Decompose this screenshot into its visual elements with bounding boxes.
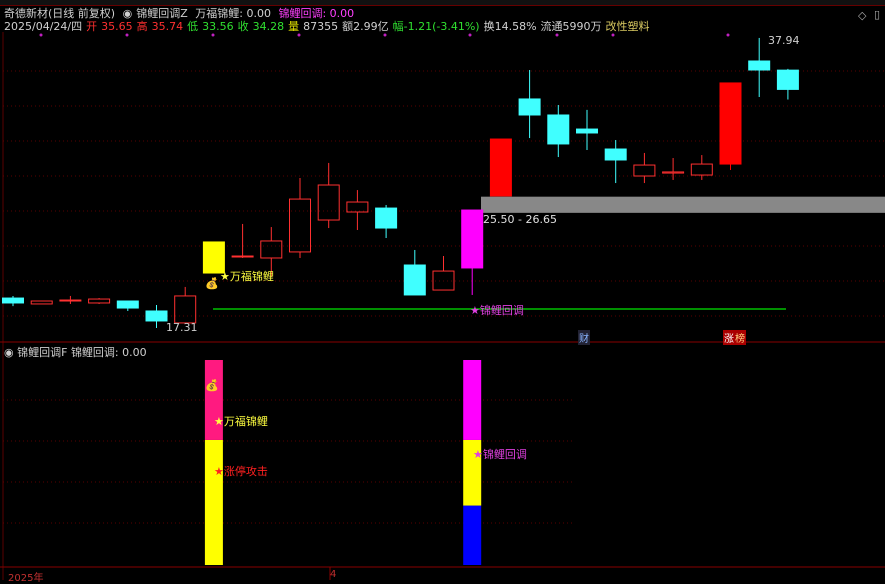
- candle-body: [317, 184, 340, 221]
- money-bag-icon: 💰: [205, 277, 219, 290]
- candle-body: [518, 98, 541, 116]
- jinli-label: ★锦鲤回调: [470, 304, 524, 317]
- candle-body: [403, 264, 426, 296]
- volume-value: 87355: [303, 20, 339, 33]
- jinli-text: 锦鲤回调: [479, 304, 524, 317]
- sub-zhangting-label: ★涨停攻击: [214, 465, 268, 478]
- candle-body: [690, 163, 713, 176]
- stock-title: 奇德新材(日线 前复权): [4, 7, 116, 20]
- toolbar-strip: [0, 0, 885, 6]
- candle-body: [174, 295, 197, 324]
- sub-indicator-value: 锦鲤回调: 0.00: [70, 346, 147, 359]
- high-price-label: 37.94: [768, 34, 800, 47]
- candle-body: [59, 299, 82, 302]
- low-label: 低: [187, 20, 199, 33]
- wanfu-text: 万福锦鲤: [229, 270, 274, 283]
- candle-body: [2, 297, 24, 304]
- sub-bar-segment: [204, 439, 223, 565]
- low-price-label: 17.31: [166, 321, 198, 334]
- candle-body: [30, 300, 53, 305]
- candle-body: [633, 164, 656, 177]
- event-dot: [611, 33, 615, 37]
- candle-body: [375, 207, 398, 229]
- sub-bar-segment: [204, 360, 223, 440]
- event-dot: [211, 33, 215, 37]
- candle-body: [547, 114, 570, 145]
- axis-year-label: 2025年: [8, 573, 44, 584]
- close-label: 收: [237, 20, 249, 33]
- event-dot: [297, 33, 301, 37]
- sub-panel-header: ◉ 锦鲤回调F 锦鲤回调: 0.00: [4, 344, 147, 360]
- sub-indicator-toggle-icon[interactable]: ◉: [4, 346, 14, 359]
- finance-tag[interactable]: 财: [578, 330, 590, 345]
- candle-body: [346, 201, 369, 213]
- high-label: 高: [136, 20, 148, 33]
- sub-bar-segment: [463, 360, 482, 440]
- float-value: 流通5990万: [540, 20, 602, 33]
- open-label: 开: [86, 20, 98, 33]
- quote-line: 2025/04/24/四开 35.65 高 35.74 低 33.56 收 34.28 量 873…: [4, 20, 654, 33]
- price-band: [481, 196, 885, 213]
- bang-tag[interactable]: 榜: [734, 330, 746, 345]
- axis-month-label: 4: [330, 569, 337, 580]
- close-value: 34.28: [252, 20, 285, 33]
- candle-body: [289, 198, 311, 253]
- event-dot: [125, 33, 129, 37]
- band-range-label: 25.50 - 26.65: [483, 213, 557, 226]
- jinli-value: 锦鲤回调: 0.00: [278, 7, 355, 20]
- sub-bar-segment: [463, 505, 482, 565]
- change-value: 幅-1.21(-3.41%): [392, 20, 480, 33]
- candle-body: [116, 300, 139, 309]
- candle-body: [88, 298, 111, 304]
- sector-link[interactable]: 改性塑料: [605, 20, 650, 33]
- candle-body: [145, 310, 168, 322]
- candle-body: [260, 240, 283, 259]
- sub-indicator-name[interactable]: 锦鲤回调F: [17, 346, 68, 359]
- sub-money-bag-icon: 💰: [205, 379, 219, 392]
- wanfu-value: 万福锦鲤: 0.00: [195, 7, 271, 20]
- sub-wanfu-label: ★万福锦鲤: [214, 415, 268, 428]
- candle-body: [719, 82, 742, 165]
- vol-label: 量: [288, 20, 300, 33]
- candle-body: [231, 255, 254, 258]
- low-value: 33.56: [202, 20, 234, 33]
- candle-body: [432, 270, 455, 291]
- sub-jinli-label: ★锦鲤回调: [473, 448, 527, 461]
- candle-body: [489, 138, 512, 197]
- event-dot: [555, 33, 559, 37]
- sub-bar-segment: [463, 439, 482, 506]
- zhang-tag[interactable]: 涨: [723, 330, 735, 345]
- indicator-name[interactable]: 锦鲤回调Z: [136, 7, 188, 20]
- turnover-value: 换14.58%: [483, 20, 537, 33]
- open-value: 35.65: [101, 20, 133, 33]
- panel-icon[interactable]: ▯: [874, 8, 881, 21]
- wanfu-label: ★万福锦鲤: [220, 270, 274, 283]
- event-dot: [383, 33, 387, 37]
- candle-body: [576, 128, 598, 134]
- event-dot: [468, 33, 472, 37]
- candle-body: [748, 60, 771, 71]
- candle-body: [461, 209, 484, 269]
- candle-body: [662, 171, 685, 174]
- candle-body: [776, 69, 799, 90]
- chart-header: 奇德新材(日线 前复权) ◉ 锦鲤回调Z 万福锦鲤: 0.00 锦鲤回调: 0.0…: [4, 7, 358, 20]
- event-dot: [726, 33, 730, 37]
- quote-date: 2025/04/24/四: [4, 20, 83, 33]
- diamond-icon[interactable]: ◇: [858, 9, 867, 22]
- indicator-toggle-icon[interactable]: ◉: [122, 7, 133, 20]
- candle-body: [202, 241, 225, 274]
- high-value: 35.74: [151, 20, 184, 33]
- candle-body: [604, 148, 627, 161]
- amount-value: 额2.99亿: [342, 20, 389, 33]
- event-dot: [39, 33, 43, 37]
